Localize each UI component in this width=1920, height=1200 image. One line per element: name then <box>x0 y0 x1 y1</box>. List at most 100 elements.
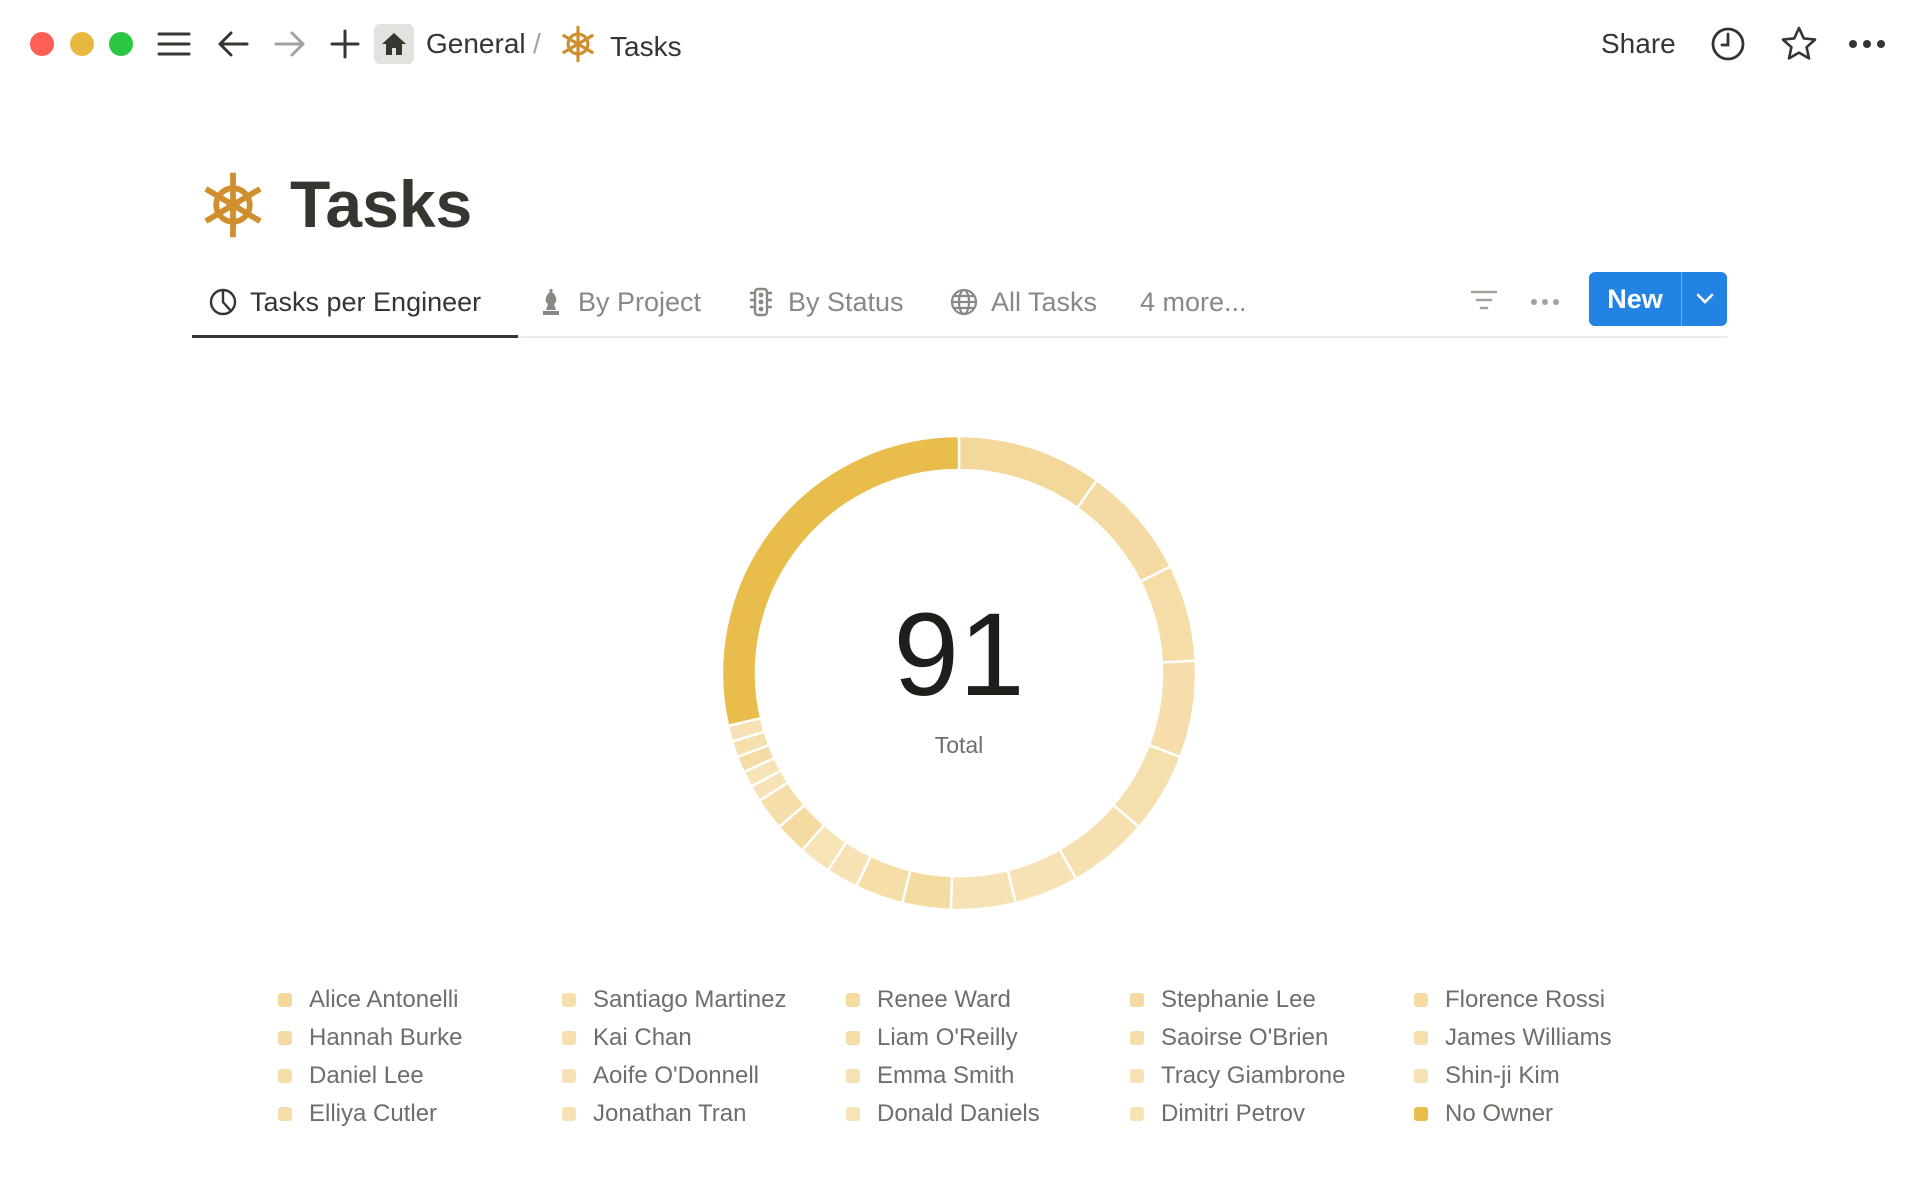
legend-item[interactable]: Emma Smith <box>846 1061 1014 1091</box>
back-arrow-icon[interactable] <box>211 22 255 66</box>
donut-slice-jonathan-tran[interactable] <box>949 868 1018 912</box>
traffic-light-icon <box>750 287 772 317</box>
home-icon <box>374 24 414 64</box>
legend-item[interactable]: Elliya Cutler <box>278 1099 437 1129</box>
tab-label: Tasks per Engineer <box>250 286 482 317</box>
legend-swatch <box>1130 1031 1144 1045</box>
legend-label: James Williams <box>1445 1024 1612 1051</box>
maximize-window-button[interactable] <box>109 32 133 56</box>
legend-item[interactable]: Donald Daniels <box>846 1099 1040 1129</box>
legend-item[interactable]: James Williams <box>1414 1023 1612 1053</box>
minimize-window-button[interactable] <box>70 32 94 56</box>
legend-label: Hannah Burke <box>309 1024 463 1051</box>
legend-swatch <box>278 993 292 1007</box>
legend-item[interactable]: Daniel Lee <box>278 1061 424 1091</box>
legend-swatch <box>1130 1107 1144 1121</box>
total-value: 91 <box>893 589 1025 721</box>
legend-item[interactable]: Liam O'Reilly <box>846 1023 1018 1053</box>
chess-bishop-icon <box>543 289 559 315</box>
legend-swatch <box>562 1069 576 1083</box>
legend-label: Elliya Cutler <box>309 1100 438 1127</box>
legend-item[interactable]: Florence Rossi <box>1414 985 1605 1015</box>
tab-tasks-per-engineer[interactable]: Tasks per Engineer <box>208 282 481 322</box>
legend-item[interactable]: Stephanie Lee <box>1130 985 1316 1015</box>
legend-swatch <box>1414 1107 1428 1121</box>
legend-item[interactable]: Santiago Martinez <box>562 985 786 1015</box>
donut-slice-hannah-burke[interactable] <box>1075 478 1173 584</box>
page-icon[interactable] <box>202 170 264 245</box>
legend-swatch <box>1130 1069 1144 1083</box>
legend-item[interactable]: Shin-ji Kim <box>1414 1061 1560 1091</box>
tab-label: All Tasks <box>991 286 1098 317</box>
breadcrumb-label: Tasks <box>610 30 682 62</box>
breadcrumb-tasks[interactable]: Tasks <box>560 24 682 69</box>
legend-label: Saoirse O'Brien <box>1161 1024 1329 1051</box>
legend-label: Santiago Martinez <box>593 986 787 1013</box>
legend-item[interactable]: Alice Antonelli <box>278 985 458 1015</box>
new-button[interactable]: New <box>1607 283 1663 314</box>
share-button[interactable]: Share <box>1601 28 1676 59</box>
donut-slice-alice-antonelli[interactable] <box>957 434 1099 510</box>
legend-item[interactable]: No Owner <box>1414 1099 1553 1129</box>
legend-swatch <box>1414 1031 1428 1045</box>
tab-label: By Status <box>788 286 904 317</box>
legend-item[interactable]: Renee Ward <box>846 985 1011 1015</box>
forward-arrow-icon[interactable] <box>268 22 312 66</box>
legend-item[interactable]: Jonathan Tran <box>562 1099 746 1129</box>
legend-swatch <box>278 1031 292 1045</box>
donut-slice-no-owner[interactable] <box>720 434 961 728</box>
legend-swatch <box>1130 993 1144 1007</box>
legend-swatch <box>1414 1069 1428 1083</box>
legend-swatch <box>278 1107 292 1121</box>
tab-by-status[interactable]: By Status <box>746 282 904 322</box>
new-dropdown-button[interactable] <box>1681 272 1727 326</box>
legend-label: Florence Rossi <box>1445 986 1606 1013</box>
filter-icon[interactable] <box>1470 288 1498 317</box>
legend-item[interactable]: Saoirse O'Brien <box>1130 1023 1328 1053</box>
legend-label: Emma Smith <box>877 1062 1015 1089</box>
legend-swatch <box>846 1107 860 1121</box>
legend-swatch <box>846 1031 860 1045</box>
legend-label: Shin-ji Kim <box>1445 1062 1560 1089</box>
pie-chart-icon <box>209 288 237 316</box>
ship-wheel-icon <box>204 172 262 238</box>
legend-item[interactable]: Hannah Burke <box>278 1023 462 1053</box>
legend-item[interactable]: Kai Chan <box>562 1023 692 1053</box>
legend-swatch <box>562 1107 576 1121</box>
tab-by-project[interactable]: By Project <box>536 282 701 322</box>
legend-label: Donald Daniels <box>877 1100 1040 1127</box>
close-window-button[interactable] <box>30 32 54 56</box>
legend-label: Renee Ward <box>877 986 1011 1013</box>
clock-icon[interactable] <box>1706 22 1750 66</box>
legend-label: Stephanie Lee <box>1161 986 1316 1013</box>
legend-label: Liam O'Reilly <box>877 1024 1018 1051</box>
legend-label: Dimitri Petrov <box>1161 1100 1306 1127</box>
menu-icon[interactable] <box>152 22 196 66</box>
more-icon[interactable] <box>1845 22 1889 66</box>
page-title: Tasks <box>290 167 473 241</box>
legend-item[interactable]: Aoife O'Donnell <box>562 1061 759 1091</box>
legend-label: Tracy Giambrone <box>1161 1062 1346 1089</box>
legend-label: Jonathan Tran <box>593 1100 747 1127</box>
breadcrumb-separator: / <box>533 28 541 59</box>
tab-label: By Project <box>578 286 702 317</box>
globe-icon <box>950 288 978 316</box>
view-options-icon[interactable] <box>1530 294 1560 312</box>
breadcrumb-general[interactable]: General <box>374 24 526 64</box>
ship-wheel-icon <box>560 24 596 69</box>
plus-icon[interactable] <box>323 22 367 66</box>
breadcrumb-label: General <box>426 28 526 59</box>
tab-all-tasks[interactable]: All Tasks <box>949 282 1097 322</box>
total-label: Total <box>934 732 984 758</box>
legend-swatch <box>562 993 576 1007</box>
legend-label: Kai Chan <box>593 1024 692 1051</box>
tab-label: 4 more... <box>1140 286 1247 317</box>
tab-more-views[interactable]: 4 more... <box>1140 282 1247 322</box>
legend-swatch <box>278 1069 292 1083</box>
legend-item[interactable]: Dimitri Petrov <box>1130 1099 1305 1129</box>
star-icon[interactable] <box>1777 22 1821 66</box>
donut-chart <box>720 434 1198 912</box>
legend-item[interactable]: Tracy Giambrone <box>1130 1061 1346 1091</box>
new-button-group: New <box>1589 272 1727 326</box>
legend-swatch <box>846 1069 860 1083</box>
